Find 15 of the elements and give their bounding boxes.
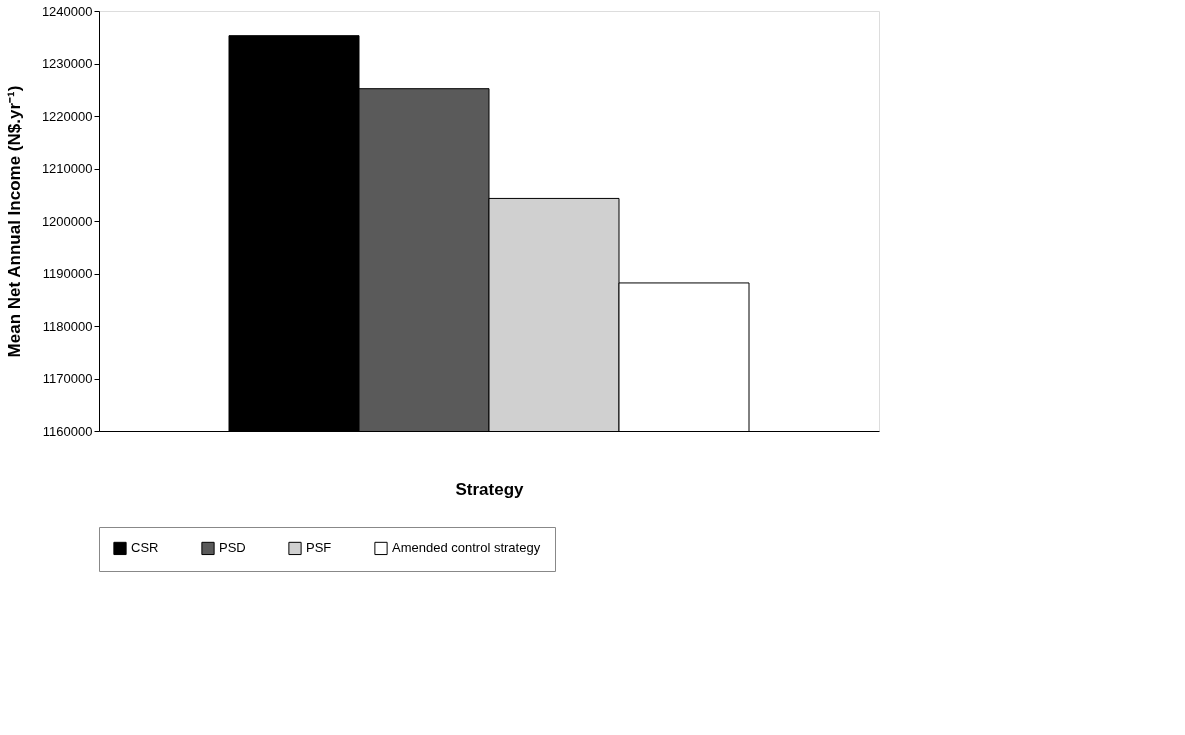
y-tick-label: 1160000 [42, 423, 93, 439]
y-tick-label: 1230000 [41, 56, 93, 71]
x-axis-title: Strategy [455, 479, 525, 499]
y-tick-label: 1210000 [41, 161, 93, 176]
legend-label: Amended control strategy [392, 540, 541, 556]
legend-label: CSR [131, 540, 159, 556]
y-tick-label: 1200000 [41, 213, 93, 229]
y-tick-label: 1180000 [42, 318, 93, 334]
legend-label: PSD [219, 540, 246, 556]
legend-label: PSF [306, 540, 332, 556]
y-tick-label: 1170000 [42, 371, 93, 386]
y-axis-title: Mean Net Annual Income (N$.yr⁻¹) [4, 85, 24, 358]
y-tick-label: 1220000 [41, 108, 93, 124]
y-tick-label: 1190000 [42, 266, 93, 281]
y-tick-label: 1240000 [41, 3, 93, 19]
